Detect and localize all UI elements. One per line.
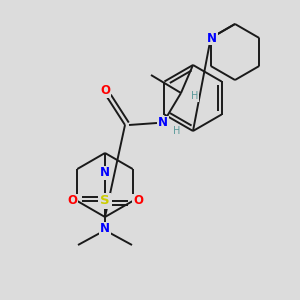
Text: S: S [100, 194, 110, 208]
Text: N: N [207, 32, 217, 44]
Text: H: H [173, 126, 181, 136]
Text: O: O [67, 194, 77, 208]
Text: O: O [100, 85, 110, 98]
Text: N: N [158, 116, 168, 130]
Text: N: N [100, 167, 110, 179]
Text: N: N [100, 223, 110, 236]
Text: O: O [133, 194, 143, 208]
Text: H: H [191, 91, 199, 101]
